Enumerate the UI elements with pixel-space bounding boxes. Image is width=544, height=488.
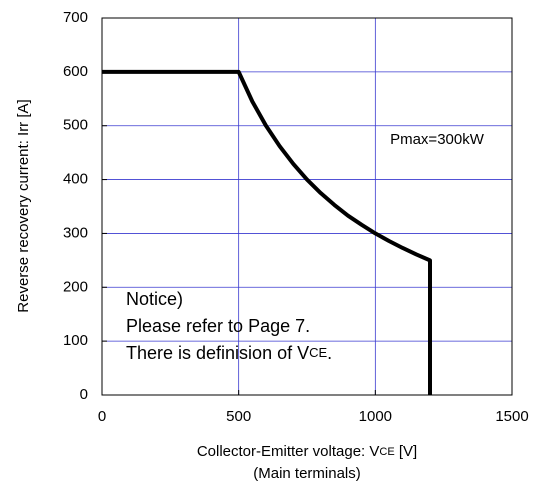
- notice-2: Please refer to Page 7.: [126, 316, 310, 336]
- x-tick-label: 500: [226, 408, 251, 425]
- x-tick-label: 0: [98, 408, 106, 425]
- y-tick-label: 500: [63, 117, 88, 134]
- line: [102, 69, 432, 395]
- plot-frame: [101, 17, 513, 396]
- x-axis-label: Collector-Emitter voltage: VCE [V]: [197, 443, 417, 460]
- y-tick-label: 300: [63, 224, 88, 241]
- y-axis-label: Reverse recovery current: Irr [A]: [15, 99, 32, 312]
- x-tick-label: 1500: [495, 408, 528, 425]
- notice-1: Notice): [126, 289, 183, 309]
- notice-3-end: .: [327, 343, 332, 363]
- annotation: Pmax=300kW: [390, 131, 485, 148]
- y-tick-label: 200: [63, 278, 88, 295]
- notice-3: There is definision of VCE.: [126, 343, 332, 363]
- y-tick-label: 400: [63, 171, 88, 188]
- y-tick-label: 600: [63, 63, 88, 80]
- notice-3-main: There is definision of V: [126, 343, 309, 363]
- x-axis-label-unit: [V]: [395, 443, 418, 460]
- notice-3-sub: CE: [309, 345, 327, 360]
- x-axis-label-2: (Main terminals): [253, 465, 361, 482]
- x-axis-label-sub: CE: [379, 446, 394, 458]
- x-tick-label: 1000: [359, 408, 392, 425]
- y-tick-label: 0: [80, 386, 88, 403]
- x-axis-label-main: Collector-Emitter voltage: V: [197, 443, 380, 460]
- y-tick-label: 700: [63, 9, 88, 26]
- y-tick-label: 100: [63, 332, 88, 349]
